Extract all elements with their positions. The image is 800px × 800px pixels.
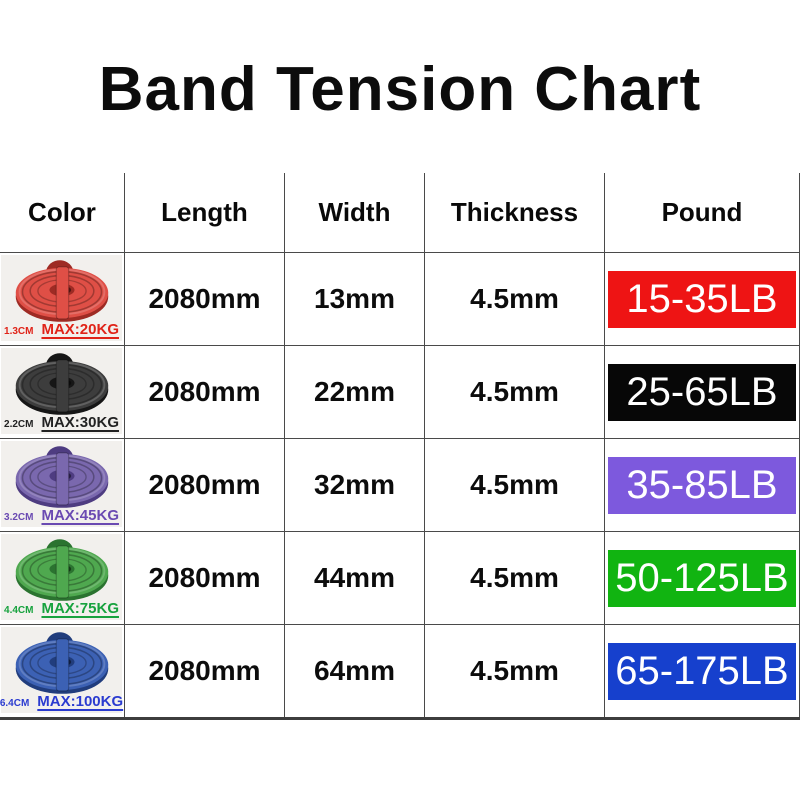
width-cell: 13mm xyxy=(284,253,424,345)
width-cell: 32mm xyxy=(284,439,424,531)
tension-table: Color Length Width Thickness Pound 1.3CM… xyxy=(0,173,800,720)
pound-cell: 65-175LB xyxy=(604,625,800,717)
header-cell-color: Color xyxy=(28,197,96,227)
pound-badge: 50-125LB xyxy=(608,549,796,607)
length-cell: 2080mm xyxy=(124,253,284,345)
table-row: 6.4CM MAX:100KG 2080mm 64mm 4.5mm 65-175… xyxy=(0,625,800,720)
band-coil-icon xyxy=(14,635,109,694)
width-cell: 22mm xyxy=(284,346,424,438)
pound-cell: 25-65LB xyxy=(604,346,800,438)
pound-cell: 50-125LB xyxy=(604,532,800,624)
band-caption: 2.2CM MAX:30KG xyxy=(1,414,122,431)
pound-badge: 15-35LB xyxy=(608,270,796,328)
pound-badge: 35-85LB xyxy=(608,456,796,514)
band-size-label: 4.4CM xyxy=(4,605,34,616)
thickness-cell: 4.5mm xyxy=(424,346,604,438)
color-cell: 1.3CM MAX:20KG xyxy=(0,253,124,345)
color-cell: 6.4CM MAX:100KG xyxy=(0,625,124,717)
band-max-label: MAX:30KG xyxy=(41,414,119,431)
table-row: 2.2CM MAX:30KG 2080mm 22mm 4.5mm 25-65LB xyxy=(0,346,800,439)
band-max-label: MAX:20KG xyxy=(41,321,119,338)
band-size-label: 2.2CM xyxy=(4,419,34,430)
pound-badge: 65-175LB xyxy=(608,642,796,700)
header-cell-pound: Pound xyxy=(604,173,800,252)
table-row: 1.3CM MAX:20KG 2080mm 13mm 4.5mm 15-35LB xyxy=(0,253,800,346)
width-cell: 44mm xyxy=(284,532,424,624)
title-area: Band Tension Chart xyxy=(0,0,800,173)
table-row: 3.2CM MAX:45KG 2080mm 32mm 4.5mm 35-85LB xyxy=(0,439,800,532)
band-size-label: 3.2CM xyxy=(4,512,34,523)
length-cell: 2080mm xyxy=(124,439,284,531)
pound-cell: 15-35LB xyxy=(604,253,800,345)
length-cell: 2080mm xyxy=(124,346,284,438)
length-cell: 2080mm xyxy=(124,532,284,624)
band-photo: 6.4CM MAX:100KG xyxy=(0,627,124,713)
header-cell-thickness: Thickness xyxy=(424,173,604,252)
thickness-cell: 4.5mm xyxy=(424,253,604,345)
band-photo: 1.3CM MAX:20KG xyxy=(1,255,122,341)
band-max-label: MAX:100KG xyxy=(37,693,124,710)
table-row: 4.4CM MAX:75KG 2080mm 44mm 4.5mm 50-125L… xyxy=(0,532,800,625)
band-size-label: 1.3CM xyxy=(4,326,34,337)
band-coil-icon xyxy=(14,356,109,415)
band-photo: 3.2CM MAX:45KG xyxy=(1,441,122,527)
band-max-label: MAX:75KG xyxy=(41,600,119,617)
band-size-label: 6.4CM xyxy=(0,698,30,709)
band-coil-icon xyxy=(14,263,109,322)
color-cell: 4.4CM MAX:75KG xyxy=(0,532,124,624)
thickness-cell: 4.5mm xyxy=(424,439,604,531)
header-cell-length: Length xyxy=(124,173,284,252)
header-cell-width: Width xyxy=(284,173,424,252)
band-coil-icon xyxy=(14,542,109,601)
band-caption: 3.2CM MAX:45KG xyxy=(1,507,122,524)
length-cell: 2080mm xyxy=(124,625,284,717)
band-photo: 2.2CM MAX:30KG xyxy=(1,348,122,434)
color-cell: 3.2CM MAX:45KG xyxy=(0,439,124,531)
band-caption: 4.4CM MAX:75KG xyxy=(1,600,122,617)
band-photo: 4.4CM MAX:75KG xyxy=(1,534,122,620)
thickness-cell: 4.5mm xyxy=(424,532,604,624)
width-cell: 64mm xyxy=(284,625,424,717)
band-caption: 6.4CM MAX:100KG xyxy=(0,693,124,710)
page-title: Band Tension Chart xyxy=(98,55,702,124)
band-caption: 1.3CM MAX:20KG xyxy=(1,321,122,338)
band-max-label: MAX:45KG xyxy=(41,507,119,524)
pound-badge: 25-65LB xyxy=(608,363,796,421)
color-cell: 2.2CM MAX:30KG xyxy=(0,346,124,438)
table-header-row: Color Length Width Thickness Pound xyxy=(0,173,800,253)
pound-cell: 35-85LB xyxy=(604,439,800,531)
band-coil-icon xyxy=(14,449,109,508)
thickness-cell: 4.5mm xyxy=(424,625,604,717)
